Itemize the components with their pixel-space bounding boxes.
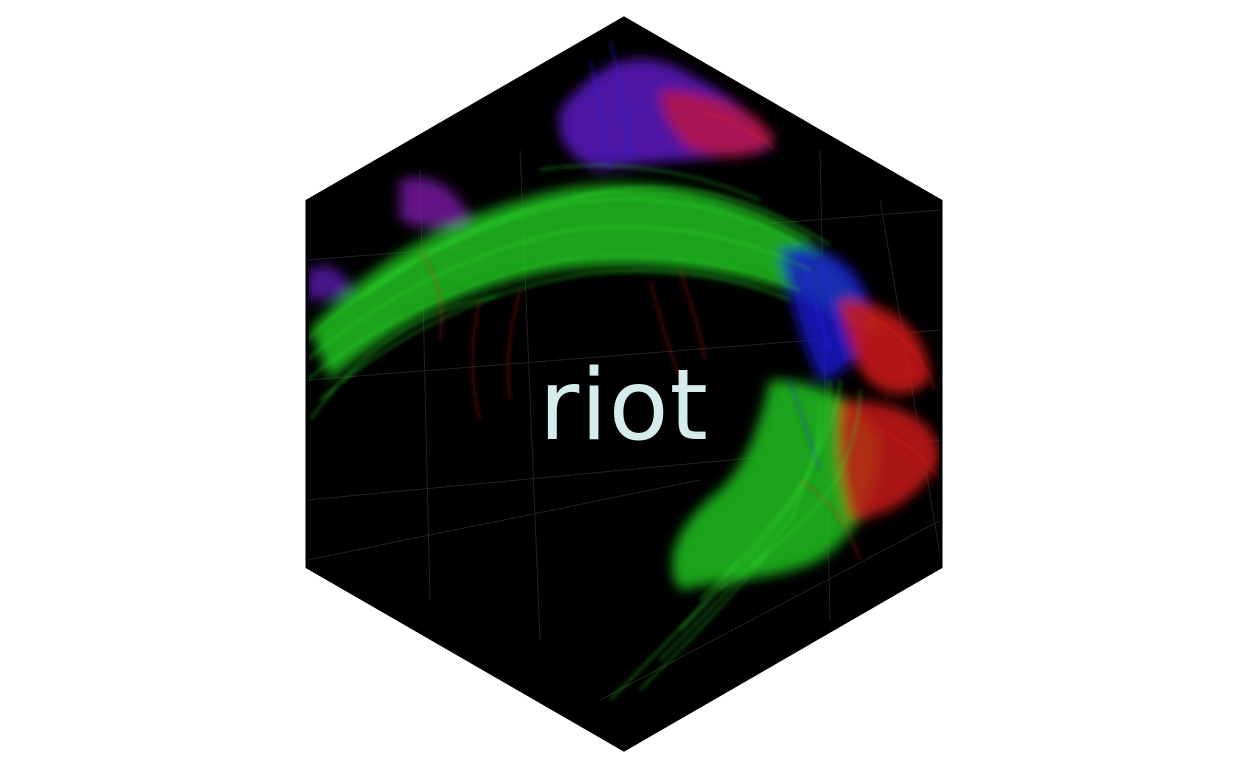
fiber-strands-blue [589,39,846,471]
hex-border [305,16,943,752]
fiber-strands-green [307,164,861,701]
fiber-glow [307,58,940,590]
fiber-strands-red [419,109,941,561]
